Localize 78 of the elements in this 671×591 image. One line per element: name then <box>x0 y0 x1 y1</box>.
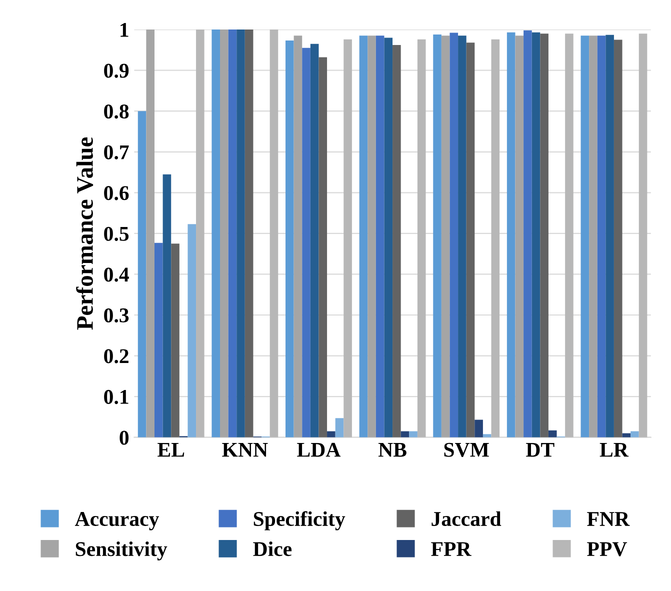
legend-label: Accuracy <box>74 512 160 530</box>
legend-label: Sensitivity <box>76 541 168 560</box>
bar <box>409 431 418 438</box>
bar <box>368 36 376 438</box>
bar <box>196 30 204 438</box>
bar <box>270 30 278 438</box>
x-tick-label: NB <box>378 443 406 457</box>
y-tick-label: 0.9 <box>104 64 129 78</box>
bar <box>458 36 466 438</box>
bar <box>146 30 154 438</box>
bar <box>344 39 352 438</box>
legend-label: Jaccard <box>432 511 502 526</box>
bar <box>614 40 622 438</box>
bar <box>491 39 500 438</box>
bar <box>212 30 220 438</box>
bar <box>417 39 426 438</box>
y-tick-label: 0.1 <box>104 390 128 404</box>
legend-label: Dice <box>253 541 292 556</box>
bar <box>188 224 196 438</box>
bar <box>433 34 442 438</box>
bar <box>597 36 606 438</box>
bar <box>580 36 590 438</box>
y-tick-label: 0 <box>120 430 129 445</box>
bar <box>630 431 639 438</box>
bar <box>138 111 146 438</box>
bar <box>450 32 458 438</box>
bar <box>589 36 598 438</box>
bar <box>540 34 548 438</box>
bar <box>506 32 516 438</box>
y-tick-label: 0.7 <box>104 145 129 160</box>
bar <box>244 30 254 438</box>
bar <box>376 36 384 438</box>
bar <box>335 418 344 438</box>
bar <box>286 40 294 438</box>
bar <box>548 430 557 438</box>
x-tick-label: SVM <box>444 442 489 457</box>
bar <box>302 48 310 438</box>
y-tick-label: 0.6 <box>104 186 129 200</box>
x-tick-label: LR <box>600 443 629 457</box>
bar <box>515 36 524 438</box>
bar <box>171 244 180 438</box>
bar <box>359 36 368 438</box>
bar <box>400 431 410 438</box>
y-tick-label: 0.8 <box>104 104 129 119</box>
bar <box>310 44 319 438</box>
bar <box>154 242 163 438</box>
bar <box>318 57 328 438</box>
bar <box>327 431 336 438</box>
legend-label: FNR <box>587 512 630 526</box>
y-tick-label: 1 <box>120 23 128 37</box>
bar <box>524 30 532 438</box>
y-tick-label: 0.2 <box>104 349 128 364</box>
bar <box>392 45 401 438</box>
bar <box>565 34 574 438</box>
legend-label: Specificity <box>254 511 346 530</box>
x-tick-label: DT <box>526 443 554 457</box>
bar <box>162 174 172 438</box>
bar <box>474 420 483 438</box>
y-tick-label: 0.4 <box>104 268 129 282</box>
x-tick-label: EL <box>158 443 184 457</box>
bar <box>606 34 614 438</box>
legend-label: PPV <box>587 542 628 556</box>
bar <box>220 30 228 438</box>
bar <box>441 36 450 438</box>
y-tick-label: 0.5 <box>104 226 129 241</box>
bar <box>466 42 475 438</box>
x-tick-label: LDA <box>297 442 341 457</box>
y-axis-title: Performance Value <box>76 137 94 330</box>
x-tick-label: KNN <box>222 443 268 457</box>
bar <box>294 36 302 438</box>
bar <box>228 30 237 438</box>
bar <box>482 434 492 438</box>
bar <box>384 38 393 438</box>
bar <box>532 32 540 438</box>
bar <box>236 30 245 438</box>
y-tick-label: 0.3 <box>104 308 129 323</box>
bar <box>638 34 648 438</box>
legend-label: FPR <box>431 542 472 556</box>
